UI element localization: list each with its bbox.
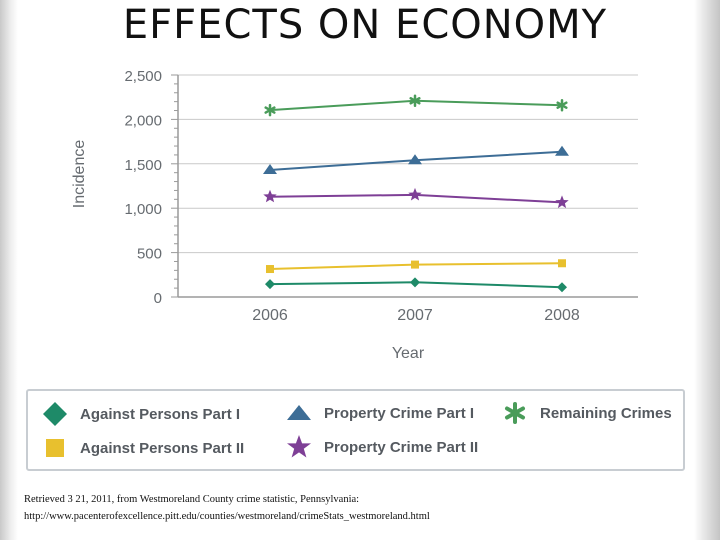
data-point-remaining-crimes <box>556 98 568 112</box>
right-edge-shade <box>694 0 720 540</box>
diamond-marker-icon <box>42 401 68 427</box>
legend-item-property-crime-part-ii: Property Crime Part II <box>286 434 478 460</box>
legend-item-remaining-crimes: Remaining Crimes <box>502 400 672 426</box>
square-marker-icon <box>42 435 68 461</box>
data-point-against-persons-part-ii <box>558 259 566 268</box>
x-tick-label: 2006 <box>252 307 288 324</box>
data-point-property-crime-part-ii <box>555 195 569 209</box>
legend-item-against-persons-part-i: Against Persons Part I <box>42 401 240 427</box>
legend-label: Property Crime Part I <box>324 404 475 422</box>
y-tick-label: 0 <box>154 290 162 307</box>
data-point-against-persons-part-ii <box>266 265 274 274</box>
legend-label: Remaining Crimes <box>540 404 672 422</box>
legend-label: Against Persons Part I <box>80 405 241 423</box>
y-tick-label: 2,000 <box>124 112 162 129</box>
line-chart: 0 500 1,000 1,500 2,000 2,500 2006 2007 2008 Year… <box>71 68 638 362</box>
x-axis-title: Year <box>392 345 425 362</box>
star-marker-icon <box>286 434 312 460</box>
legend-label: Against Persons Part II <box>80 439 245 457</box>
y-tick-label: 1,000 <box>124 201 162 218</box>
data-point-property-crime-part-ii <box>408 187 422 201</box>
asterisk-marker-icon <box>502 400 528 426</box>
y-tick-label: 2,500 <box>124 68 162 85</box>
data-point-against-persons-part-i <box>557 282 567 293</box>
source-citation: Retrieved 3 21, 2011, from Westmoreland … <box>24 491 704 525</box>
chart-legend: Against Persons Part I Property Crime Pa… <box>26 389 685 471</box>
y-axis-title: Incidence <box>71 140 88 209</box>
data-point-against-persons-part-ii <box>411 260 419 269</box>
left-edge-shade <box>0 0 18 540</box>
citation-line-1: Retrieved 3 21, 2011, from Westmoreland … <box>24 494 360 505</box>
legend-item-property-crime-part-i: Property Crime Part I <box>286 400 474 426</box>
data-point-remaining-crimes <box>409 94 421 108</box>
data-point-property-crime-part-i <box>263 164 277 175</box>
data-point-against-persons-part-i <box>410 277 420 288</box>
x-tick-label: 2007 <box>397 307 433 324</box>
data-point-remaining-crimes <box>264 103 276 117</box>
data-point-property-crime-part-ii <box>263 189 277 203</box>
data-point-against-persons-part-i <box>265 279 275 290</box>
y-tick-label: 1,500 <box>124 157 162 174</box>
legend-item-against-persons-part-ii: Against Persons Part II <box>42 435 244 461</box>
triangle-marker-icon <box>286 400 312 426</box>
slide-title: EFFECTS ON ECONOMY <box>122 2 608 48</box>
x-tick-label: 2008 <box>544 307 580 324</box>
data-point-property-crime-part-i <box>555 145 569 156</box>
legend-label: Property Crime Part II <box>324 438 479 456</box>
citation-url: http://www.pacenterofexcellence.pitt.edu… <box>24 511 430 522</box>
y-tick-label: 500 <box>137 246 162 263</box>
data-point-property-crime-part-i <box>408 154 422 165</box>
